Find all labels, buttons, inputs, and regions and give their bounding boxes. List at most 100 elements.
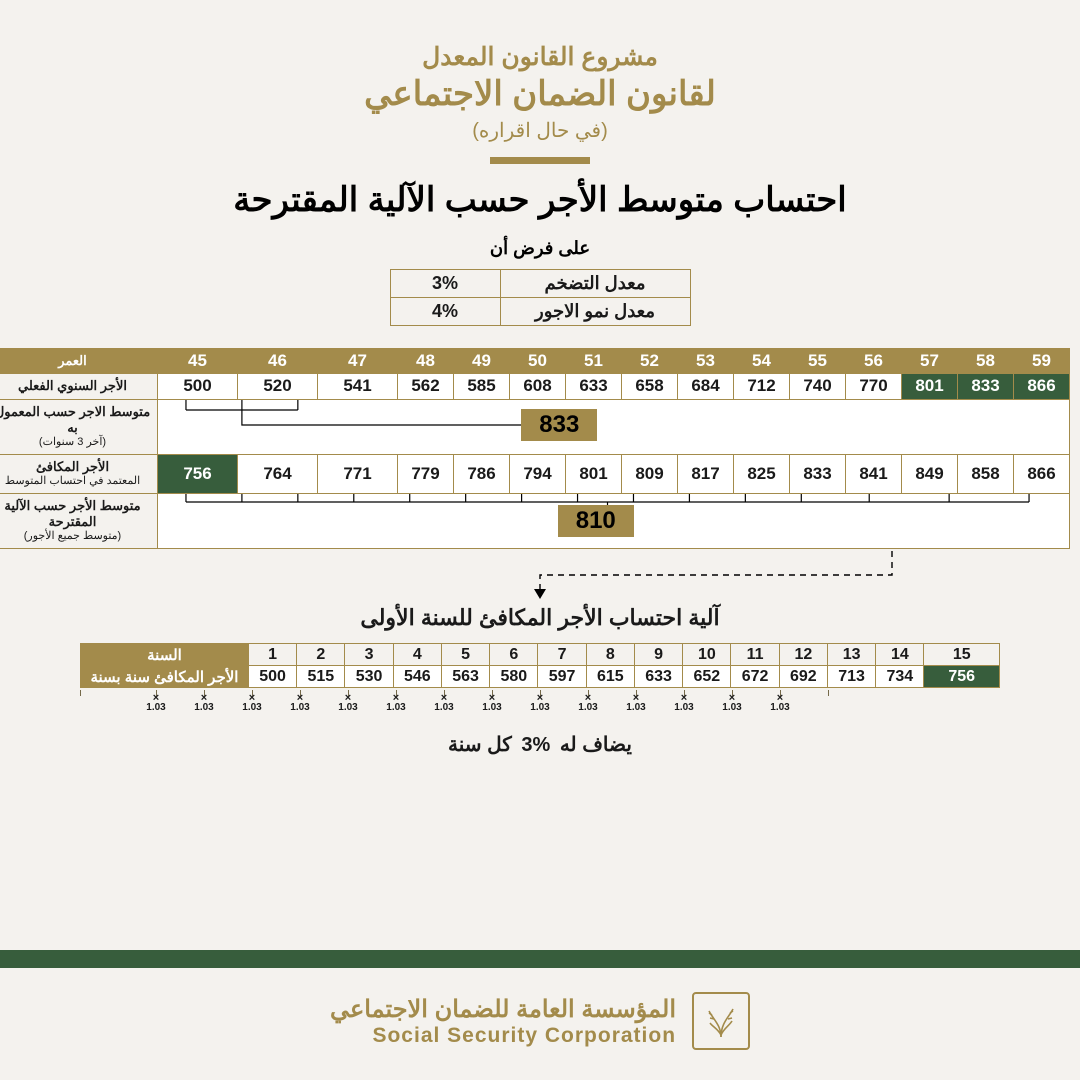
multiplier-label: ×1.03 xyxy=(421,694,467,713)
multiplier-label: ×1.03 xyxy=(565,694,611,713)
year-value-cell: 734 xyxy=(876,666,924,688)
year-value-cell: 500 xyxy=(248,666,296,688)
actual-wage-cell: 585 xyxy=(454,374,510,399)
rowlabel-age: العمر xyxy=(0,349,158,374)
equiv-wage-cell: 764 xyxy=(238,454,318,493)
multiplier-label: ×1.03 xyxy=(277,694,323,713)
actual-wage-cell: 833 xyxy=(958,374,1014,399)
footer-green-bar xyxy=(0,950,1080,968)
addition-line: يضاف له 3% كل سنة xyxy=(0,732,1080,757)
equiv-wage-cell: 849 xyxy=(902,454,958,493)
rowlabel-year-equiv: الأجر المكافئ سنة بسنة xyxy=(81,666,249,688)
rowlabel-equiv: الأجر المكافئالمعتمد في احتساب المتوسط xyxy=(0,454,158,493)
actual-wage-cell: 684 xyxy=(678,374,734,399)
actual-wage-cell: 866 xyxy=(1014,374,1070,399)
equiv-wage-cell: 866 xyxy=(1014,454,1070,493)
dashed-arrow xyxy=(10,551,1070,599)
equiv-wage-cell: 841 xyxy=(846,454,902,493)
year-value-cell: 652 xyxy=(683,666,731,688)
multiplier-label: ×1.03 xyxy=(613,694,659,713)
actual-wage-cell: 801 xyxy=(902,374,958,399)
multiplier-label: ×1.03 xyxy=(229,694,275,713)
year-cell: 3 xyxy=(345,644,393,666)
multiplier-label: ×1.03 xyxy=(661,694,707,713)
add-pre: يضاف له xyxy=(560,734,632,756)
footer: المؤسسة العامة للضمان الاجتماعي Social S… xyxy=(0,992,1080,1050)
multiplier-row: ×1.03×1.03×1.03×1.03×1.03×1.03×1.03×1.03… xyxy=(80,690,1000,716)
age-cell: 49 xyxy=(454,349,510,374)
age-cell: 48 xyxy=(398,349,454,374)
year-value-cell: 633 xyxy=(634,666,682,688)
assumption-label: معدل نمو الاجور xyxy=(500,298,690,326)
actual-wage-cell: 770 xyxy=(846,374,902,399)
equiv-wage-cell: 801 xyxy=(566,454,622,493)
assumption-value: 3% xyxy=(390,270,500,298)
multiplier-label: ×1.03 xyxy=(709,694,755,713)
year-cell: 15 xyxy=(924,644,1000,666)
year-value-cell: 580 xyxy=(490,666,538,688)
year-cell: 6 xyxy=(490,644,538,666)
year-value-cell: 756 xyxy=(924,666,1000,688)
multiplier-label: ×1.03 xyxy=(469,694,515,713)
actual-wage-cell: 541 xyxy=(318,374,398,399)
header-block: مشروع القانون المعدل لقانون الضمان الاجت… xyxy=(0,0,1080,326)
year-cell: 14 xyxy=(876,644,924,666)
age-cell: 54 xyxy=(734,349,790,374)
header-line2: لقانون الضمان الاجتماعي xyxy=(0,74,1080,114)
actual-wage-cell: 520 xyxy=(238,374,318,399)
year-value-cell: 563 xyxy=(441,666,489,688)
year-cell: 1 xyxy=(248,644,296,666)
equiv-wage-cell: 817 xyxy=(678,454,734,493)
wage-table: 595857565554535251504948474645العمر86683… xyxy=(0,348,1070,549)
year-value-cell: 672 xyxy=(731,666,779,688)
wage-table-wrap: 595857565554535251504948474645العمر86683… xyxy=(10,348,1070,549)
year-value-cell: 515 xyxy=(297,666,345,688)
age-cell: 46 xyxy=(238,349,318,374)
year-cell: 9 xyxy=(634,644,682,666)
age-cell: 53 xyxy=(678,349,734,374)
rowlabel-proposed: متوسط الأجر حسب الآلية المقترحة(متوسط جم… xyxy=(0,493,158,548)
rowlabel-current-avg: متوسط الاجر حسب المعمول به(آخر 3 سنوات) xyxy=(0,399,158,454)
rowlabel-actual: الأجر السنوي الفعلي xyxy=(0,374,158,399)
current-avg-row: 833 xyxy=(158,399,1070,454)
assumption-label: معدل التضخم xyxy=(500,270,690,298)
year-value-cell: 597 xyxy=(538,666,586,688)
actual-wage-cell: 658 xyxy=(622,374,678,399)
multiplier-label: ×1.03 xyxy=(325,694,371,713)
age-cell: 45 xyxy=(158,349,238,374)
year-value-cell: 530 xyxy=(345,666,393,688)
equiv-wage-cell: 794 xyxy=(510,454,566,493)
equiv-wage-cell: 833 xyxy=(790,454,846,493)
year-value-cell: 546 xyxy=(393,666,441,688)
year-table-wrap: 151413121110987654321السنة75673471369267… xyxy=(80,643,1000,688)
add-post: كل سنة xyxy=(448,734,512,756)
actual-wage-cell: 712 xyxy=(734,374,790,399)
equiv-wage-cell: 825 xyxy=(734,454,790,493)
age-cell: 58 xyxy=(958,349,1014,374)
age-cell: 51 xyxy=(566,349,622,374)
multiplier-label: ×1.03 xyxy=(373,694,419,713)
year-cell: 5 xyxy=(441,644,489,666)
main-title: احتساب متوسط الأجر حسب الآلية المقترحة xyxy=(0,180,1080,220)
proposed-avg-row: 810 xyxy=(158,493,1070,548)
assumptions-table: معدل التضخم3%معدل نمو الاجور4% xyxy=(390,269,691,326)
year-cell: 7 xyxy=(538,644,586,666)
year-cell: 12 xyxy=(779,644,827,666)
year-table: 151413121110987654321السنة75673471369267… xyxy=(80,643,1000,688)
year-value-cell: 692 xyxy=(779,666,827,688)
year-cell: 10 xyxy=(683,644,731,666)
age-cell: 59 xyxy=(1014,349,1070,374)
year-cell: 2 xyxy=(297,644,345,666)
footer-org-en: Social Security Corporation xyxy=(330,1024,676,1048)
actual-wage-cell: 740 xyxy=(790,374,846,399)
multiplier-label: ×1.03 xyxy=(133,694,179,713)
equiv-wage-cell: 858 xyxy=(958,454,1014,493)
header-line1: مشروع القانون المعدل xyxy=(0,42,1080,72)
equiv-wage-cell: 756 xyxy=(158,454,238,493)
assumption-value: 4% xyxy=(390,298,500,326)
gold-divider xyxy=(490,157,590,164)
age-cell: 47 xyxy=(318,349,398,374)
age-cell: 56 xyxy=(846,349,902,374)
actual-wage-cell: 562 xyxy=(398,374,454,399)
year-value-cell: 713 xyxy=(827,666,875,688)
